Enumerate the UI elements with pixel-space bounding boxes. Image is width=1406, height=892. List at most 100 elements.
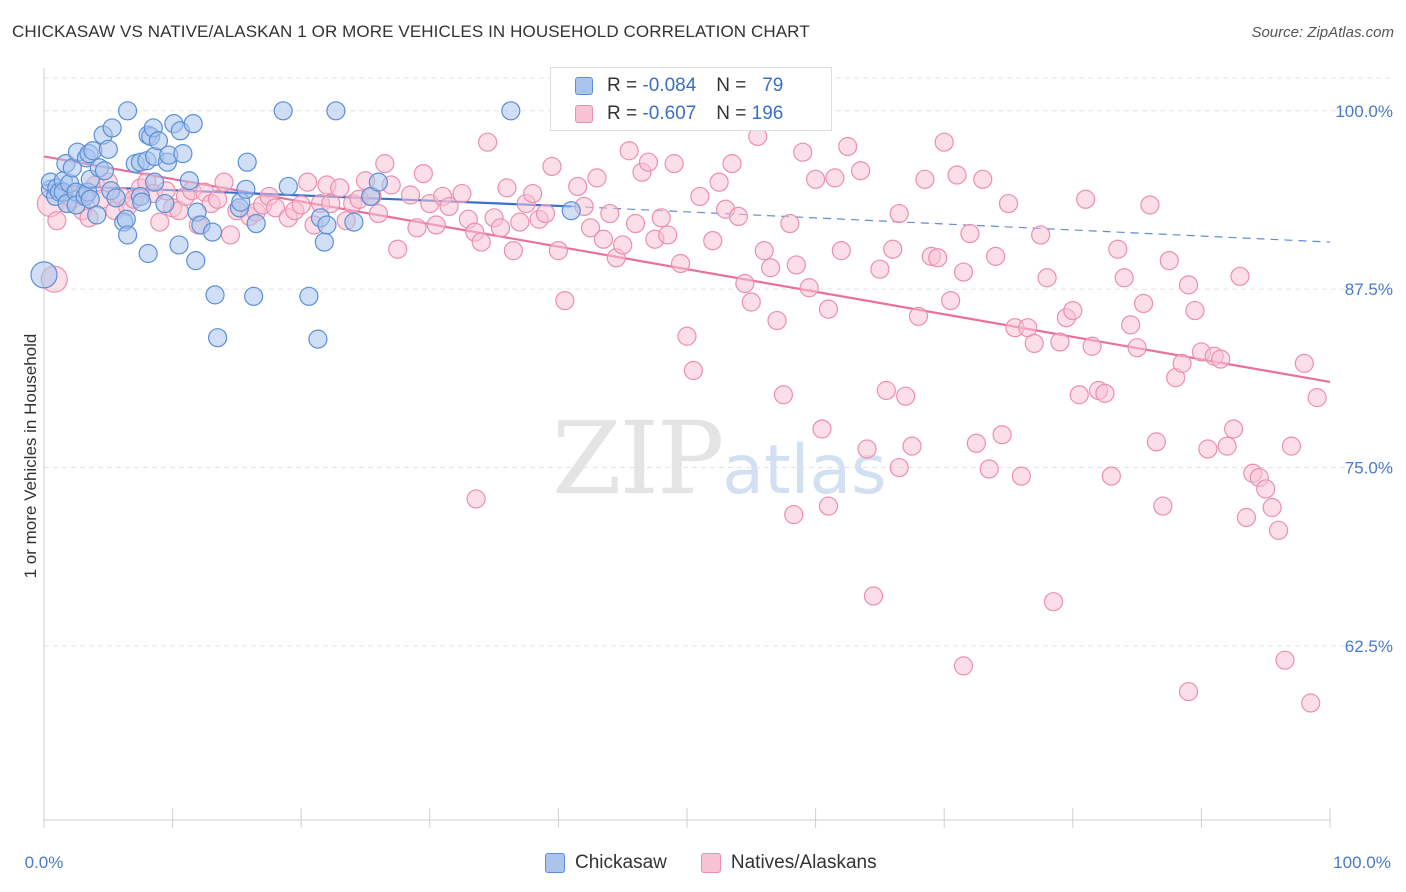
legend-item-chickasaw: Chickasaw (545, 852, 667, 874)
natives-point (619, 141, 639, 161)
chickasaw-point (561, 201, 581, 221)
natives-point (613, 235, 633, 255)
natives-point (1217, 436, 1237, 456)
natives-point (683, 360, 704, 381)
chickasaw-point (98, 139, 118, 159)
legend-swatch-pink (575, 105, 593, 123)
natives-point (1037, 268, 1057, 288)
natives-point (908, 306, 929, 326)
natives-point (542, 156, 562, 177)
natives-point (466, 489, 486, 509)
chickasaw-point (208, 328, 228, 348)
natives-point (767, 310, 787, 331)
natives-point (1069, 385, 1089, 405)
natives-point (1198, 439, 1218, 459)
natives-point (966, 433, 986, 453)
chickasaw-point (148, 131, 169, 151)
natives-point (1294, 353, 1314, 373)
series-legend: Chickasaw Natives/Alaskans (545, 852, 911, 874)
natives-point (208, 189, 228, 209)
axis-labels: 100.0% 87.5% 75.0% 62.5% 0.0% 100.0% 1 or more… (21, 102, 1393, 872)
natives-point (760, 258, 781, 278)
natives-point (818, 496, 839, 516)
natives-point (1178, 681, 1199, 702)
natives-point (986, 246, 1006, 266)
legend-r-label: R = (607, 103, 638, 124)
natives-point (1108, 239, 1128, 259)
natives-point (1140, 195, 1160, 215)
natives-point (568, 176, 588, 197)
chickasaw-point (501, 101, 521, 121)
natives-point (799, 278, 819, 298)
chickasaw-point (368, 172, 388, 192)
chickasaw-point (244, 286, 264, 306)
natives-point (510, 212, 530, 232)
natives-point (741, 292, 761, 312)
natives-point (786, 255, 806, 275)
chickasaw-point (132, 192, 152, 212)
natives-point (1133, 293, 1154, 314)
chickasaw-point (205, 285, 225, 305)
natives-point (870, 259, 890, 279)
natives-point (838, 136, 858, 157)
watermark-zip: ZIP (552, 400, 724, 517)
chickasaw-point (326, 101, 346, 121)
natives-point (664, 154, 684, 174)
legend-label-chickasaw: Chickasaw (575, 852, 667, 873)
natives-point (503, 241, 523, 261)
legend-n-value: 79 (762, 75, 784, 96)
natives-point (722, 154, 742, 174)
natives-point (1230, 266, 1250, 286)
legend-row-natives: R = -0.607 N = 196 (551, 101, 783, 127)
chickasaw-point (246, 213, 266, 234)
natives-point (452, 183, 472, 204)
natives-point (214, 172, 234, 192)
legend-swatch-blue (575, 77, 593, 95)
chickasaw-point (173, 144, 193, 164)
natives-point (934, 132, 954, 152)
legend-r-value: -0.084 (642, 75, 697, 96)
chickasaw-point (169, 235, 189, 255)
correlation-legend: R = -0.084 N = 79 R = -0.607 N = 196 (550, 67, 832, 131)
natives-point (638, 152, 659, 172)
chickasaw-point (155, 193, 175, 214)
legend-r-label: R = (607, 75, 638, 96)
natives-point (625, 213, 646, 234)
y-tick-label: 100.0% (1335, 102, 1393, 121)
natives-point (1301, 693, 1321, 713)
axes (43, 68, 1331, 828)
natives-point (825, 168, 845, 188)
chickasaw-point (273, 101, 293, 121)
natives-point (651, 208, 671, 228)
natives-point (793, 142, 813, 162)
natives-point (941, 290, 961, 311)
natives-point (388, 239, 408, 259)
chickasaw-point (30, 261, 58, 289)
natives-point (1127, 338, 1147, 358)
natives-point (805, 169, 826, 189)
natives-point (857, 439, 877, 459)
natives-point (812, 419, 832, 439)
natives-point (600, 203, 620, 224)
natives-point (1236, 507, 1257, 528)
natives-point (1121, 315, 1141, 335)
natives-point (548, 241, 569, 261)
natives-point (773, 385, 794, 405)
natives-point (690, 186, 710, 207)
chickasaw-point (202, 222, 223, 242)
chickasaw-trend-extension (571, 205, 1331, 243)
natives-point (953, 262, 974, 282)
natives-point (1268, 520, 1289, 540)
natives-point (1095, 383, 1115, 403)
chickasaw-point (106, 188, 126, 208)
chickasaw-point (87, 205, 107, 225)
y-tick-label: 87.5% (1345, 280, 1393, 299)
natives-point (47, 211, 67, 231)
legend-swatch-pink (700, 853, 721, 873)
chickasaw-point (308, 329, 328, 349)
natives-point (1281, 436, 1302, 456)
natives-point (368, 203, 388, 224)
chickasaw-point (117, 101, 138, 121)
natives-point (580, 218, 601, 238)
chickasaw-point (317, 215, 337, 235)
